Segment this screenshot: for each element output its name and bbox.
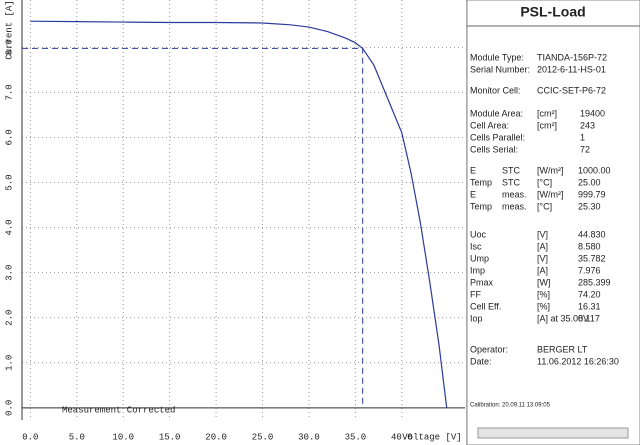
y-tick-label: 1.0 bbox=[4, 355, 14, 371]
field-value: 7.976 bbox=[578, 265, 601, 275]
field-value: 243 bbox=[580, 120, 595, 130]
field-value: 999.79 bbox=[578, 189, 606, 199]
x-tick-label: 0.0 bbox=[22, 432, 38, 442]
field-value: 35.782 bbox=[578, 253, 606, 263]
field-unit: [W] bbox=[537, 277, 551, 287]
panel-bg bbox=[466, 0, 640, 445]
field-qualifier: meas. bbox=[502, 201, 527, 211]
field-unit: [A] bbox=[537, 241, 548, 251]
field-unit: [cm²] bbox=[537, 108, 557, 118]
chart-bg bbox=[0, 0, 466, 445]
field-label: Module Area: bbox=[470, 108, 523, 118]
field-value: 8.580 bbox=[578, 241, 601, 251]
field-unit: [A] bbox=[537, 265, 548, 275]
field-value: TIANDA-156P-72 bbox=[537, 52, 607, 62]
field-value: 8.117 bbox=[578, 313, 600, 323]
field-value: CCIC-SET-P6-72 bbox=[537, 85, 606, 95]
field-label: Ump bbox=[470, 253, 489, 263]
field-label: E bbox=[470, 165, 476, 175]
field-unit: [cm²] bbox=[537, 120, 557, 130]
field-unit: [%] bbox=[537, 289, 550, 299]
field-label: Operator: bbox=[470, 344, 508, 354]
field-value: 2012-6-11-HS-01 bbox=[537, 64, 606, 74]
y-tick-label: 6.0 bbox=[4, 129, 14, 145]
field-label: Date: bbox=[470, 356, 492, 366]
field-value: 16.31 bbox=[578, 301, 601, 311]
field-qualifier: meas. bbox=[502, 189, 527, 199]
field-label: Temp bbox=[470, 177, 492, 187]
x-tick-label: 10.0 bbox=[112, 432, 134, 442]
field-value: 1 bbox=[580, 132, 585, 142]
field-label: Cells Parallel: bbox=[470, 132, 525, 142]
scrollbar[interactable] bbox=[477, 427, 629, 439]
field-label: Uoc bbox=[470, 229, 487, 239]
field-label: FF bbox=[470, 289, 481, 299]
y-tick-label: 3.0 bbox=[4, 265, 14, 281]
field-value: 285.399 bbox=[578, 277, 611, 287]
x-tick-label: 30.0 bbox=[298, 432, 320, 442]
field-qualifier: STC bbox=[502, 177, 521, 187]
field-label: Temp bbox=[470, 201, 492, 211]
field-label: Cell Eff. bbox=[470, 301, 501, 311]
iv-curve bbox=[30, 20, 448, 408]
y-axis-label: Current [A] bbox=[4, 0, 14, 59]
y-tick-label: 7.0 bbox=[4, 84, 14, 100]
y-tick-label: 5.0 bbox=[4, 174, 14, 190]
field-value: 25.30 bbox=[578, 201, 601, 211]
field-label: Isc bbox=[470, 241, 482, 251]
field-qualifier: STC bbox=[502, 165, 521, 175]
x-tick-label: 35.0 bbox=[345, 432, 367, 442]
x-tick-label: 40.0 bbox=[391, 432, 413, 442]
field-label: E bbox=[470, 189, 476, 199]
field-label: Imp bbox=[470, 265, 485, 275]
panel-title: PSL-Load bbox=[520, 4, 585, 20]
field-label: Cells Serial: bbox=[470, 144, 518, 154]
annotation: Measurement Corrected bbox=[62, 405, 175, 415]
field-value: 25.00 bbox=[578, 177, 601, 187]
field-value: 74.20 bbox=[578, 289, 601, 299]
field-value: BERGER LT bbox=[537, 344, 588, 354]
field-value: 11.06.2012 16:26:30 bbox=[537, 356, 619, 366]
field-label: Monitor Cell: bbox=[470, 85, 521, 95]
field-unit: [°C] bbox=[537, 177, 552, 187]
field-value: 72 bbox=[580, 144, 590, 154]
x-tick-label: 20.0 bbox=[205, 432, 227, 442]
field-value: 1000.00 bbox=[578, 165, 611, 175]
y-tick-label: 8.0 bbox=[4, 39, 14, 55]
field-unit: [V] bbox=[537, 229, 548, 239]
field-unit: [W/m²] bbox=[537, 189, 564, 199]
field-label: Pmax bbox=[470, 277, 494, 287]
field-label: Cell Area: bbox=[470, 120, 509, 130]
y-tick-label: 4.0 bbox=[4, 219, 14, 235]
panel-footer: Calibration: 20.09.11 13:09:05 bbox=[470, 403, 551, 409]
field-unit: [V] bbox=[537, 253, 548, 263]
field-unit: [%] bbox=[537, 301, 550, 311]
x-tick-label: 25.0 bbox=[252, 432, 274, 442]
field-label: Serial Number: bbox=[470, 64, 530, 74]
field-value: 19400 bbox=[580, 108, 605, 118]
x-tick-label: 5.0 bbox=[69, 432, 85, 442]
field-label: Iop bbox=[470, 313, 483, 323]
field-unit: [A] at 35.00V bbox=[537, 313, 589, 323]
x-tick-label: 15.0 bbox=[159, 432, 181, 442]
y-tick-label: 0.0 bbox=[4, 400, 14, 416]
x-axis-label: Voltage [V] bbox=[402, 432, 461, 442]
field-value: 44.830 bbox=[578, 229, 606, 239]
field-unit: [°C] bbox=[537, 201, 552, 211]
field-label: Module Type: bbox=[470, 52, 524, 62]
field-unit: [W/m²] bbox=[537, 165, 564, 175]
y-tick-label: 2.0 bbox=[4, 310, 14, 326]
